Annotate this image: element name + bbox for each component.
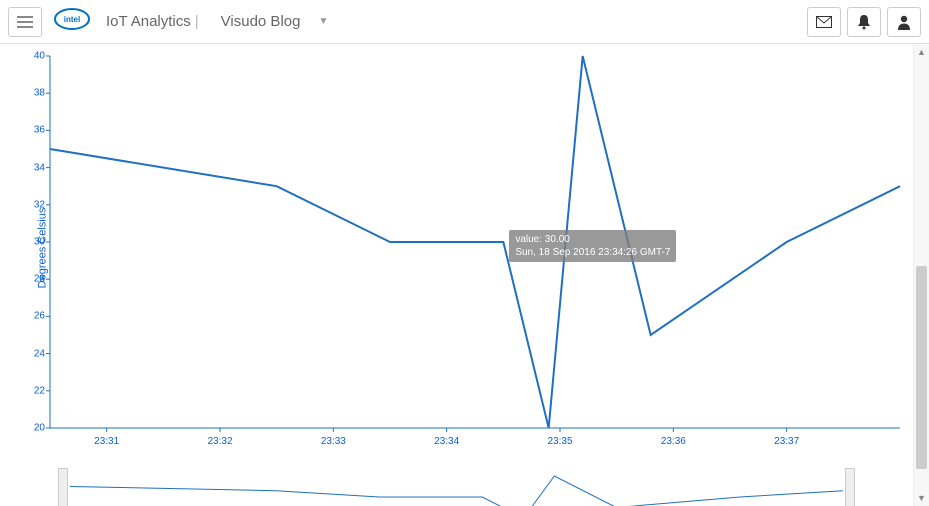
user-icon [897,14,911,30]
x-tick-label: 23:32 [207,436,232,447]
brand-separator: | [195,13,199,30]
vertical-scrollbar[interactable]: ▲ ▼ [913,44,929,506]
y-tick-label: 32 [23,199,45,210]
menu-button[interactable] [8,7,42,37]
y-tick-label: 36 [23,125,45,136]
y-tick-label: 34 [23,162,45,173]
scroll-down-icon[interactable]: ▼ [914,490,929,506]
content-area: Degrees Celsius 2022242628303234363840 2… [0,44,929,506]
x-tick-label: 23:31 [94,436,119,447]
svg-text:intel: intel [64,15,80,24]
chart-container: Degrees Celsius 2022242628303234363840 2… [0,44,913,506]
messages-button[interactable] [807,7,841,37]
x-tick-label: 23:37 [774,436,799,447]
blog-link[interactable]: Visudo Blog [221,13,301,30]
range-handle-right[interactable] [845,468,855,506]
y-tick-label: 20 [23,423,45,434]
x-tick-label: 23:35 [547,436,572,447]
range-selector[interactable] [58,468,855,506]
y-tick-label: 38 [23,88,45,99]
y-tick-label: 40 [23,51,45,62]
main-line-chart[interactable]: Degrees Celsius 2022242628303234363840 2… [0,44,913,452]
range-handle-left[interactable] [58,468,68,506]
chart-svg [0,44,913,452]
notifications-button[interactable] [847,7,881,37]
x-tick-label: 23:34 [434,436,459,447]
y-tick-label: 26 [23,311,45,322]
y-tick-label: 22 [23,385,45,396]
y-tick-label: 28 [23,274,45,285]
scrollbar-thumb[interactable] [916,266,927,469]
dropdown-caret-icon[interactable]: ▼ [318,16,328,27]
brand-title[interactable]: IoT Analytics [106,13,191,30]
x-tick-label: 23:33 [321,436,346,447]
bell-icon [857,14,871,30]
y-tick-label: 24 [23,348,45,359]
y-tick-label: 30 [23,237,45,248]
top-navbar: intel IoT Analytics | Visudo Blog ▼ [0,0,929,44]
intel-logo[interactable]: intel [54,8,90,35]
mini-chart-svg [58,468,855,506]
scroll-up-icon[interactable]: ▲ [914,44,929,60]
user-button[interactable] [887,7,921,37]
x-tick-label: 23:36 [661,436,686,447]
envelope-icon [816,16,832,28]
